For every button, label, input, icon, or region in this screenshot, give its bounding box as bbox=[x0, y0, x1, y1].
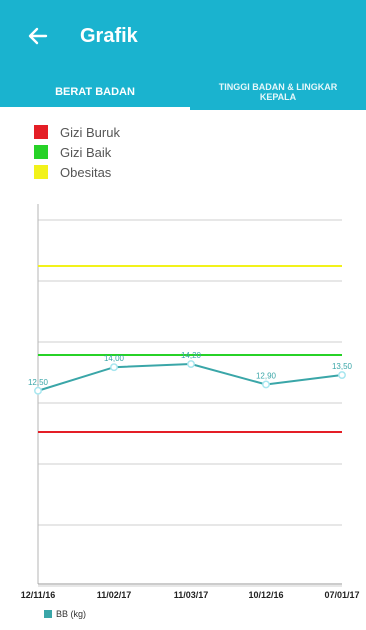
data-label: 13,50 bbox=[332, 362, 353, 371]
legend-label: Gizi Baik bbox=[60, 144, 112, 160]
legend-label: Gizi Buruk bbox=[60, 124, 120, 140]
series-swatch bbox=[44, 610, 52, 618]
tab-label: BERAT BADAN bbox=[55, 86, 135, 98]
tab-label: TINGGI BADAN & LINGKAR KEPALA bbox=[218, 82, 338, 102]
legend-item: Gizi Baik bbox=[34, 142, 120, 162]
legend-swatch bbox=[34, 125, 48, 139]
data-point bbox=[338, 371, 346, 380]
back-arrow-icon[interactable] bbox=[24, 22, 52, 50]
x-tick-label: 12/11/16 bbox=[21, 590, 56, 600]
tab-tinggi-badan[interactable]: TINGGI BADAN & LINGKAR KEPALA bbox=[190, 74, 366, 110]
legend-item: Gizi Buruk bbox=[34, 122, 120, 142]
series-legend-label: BB (kg) bbox=[56, 609, 87, 619]
x-tick-label: 10/12/16 bbox=[248, 590, 283, 600]
tab-berat-badan[interactable]: BERAT BADAN bbox=[0, 74, 190, 110]
series-legend: BB (kg) bbox=[44, 609, 86, 619]
data-label: 12,90 bbox=[256, 371, 277, 380]
app-bar: Grafik bbox=[0, 0, 366, 74]
legend-label: Obesitas bbox=[60, 164, 112, 180]
data-label: 12,50 bbox=[28, 378, 49, 387]
legend: Gizi Buruk Gizi Baik Obesitas bbox=[34, 122, 120, 182]
legend-swatch bbox=[34, 165, 48, 179]
data-point bbox=[187, 360, 195, 369]
x-tick-label: 11/02/17 bbox=[97, 590, 132, 600]
data-point bbox=[110, 363, 118, 372]
data-point bbox=[262, 380, 270, 389]
data-point bbox=[34, 386, 42, 395]
data-label: 14,20 bbox=[181, 351, 202, 360]
legend-swatch bbox=[34, 145, 48, 159]
active-tab-indicator bbox=[0, 107, 190, 110]
line-chart: 12,50 14,00 14,20 12,90 13,50 12/11/16 11/02/1… bbox=[21, 204, 360, 600]
tab-bar: BERAT BADAN TINGGI BADAN & LINGKAR KEPAL… bbox=[0, 74, 366, 110]
x-tick-label: 07/01/17 bbox=[324, 590, 359, 600]
legend-item: Obesitas bbox=[34, 162, 120, 182]
data-label: 14,00 bbox=[104, 354, 125, 363]
series-line bbox=[37, 363, 343, 392]
x-tick-label: 11/03/17 bbox=[174, 590, 209, 600]
page-title: Grafik bbox=[80, 25, 138, 47]
